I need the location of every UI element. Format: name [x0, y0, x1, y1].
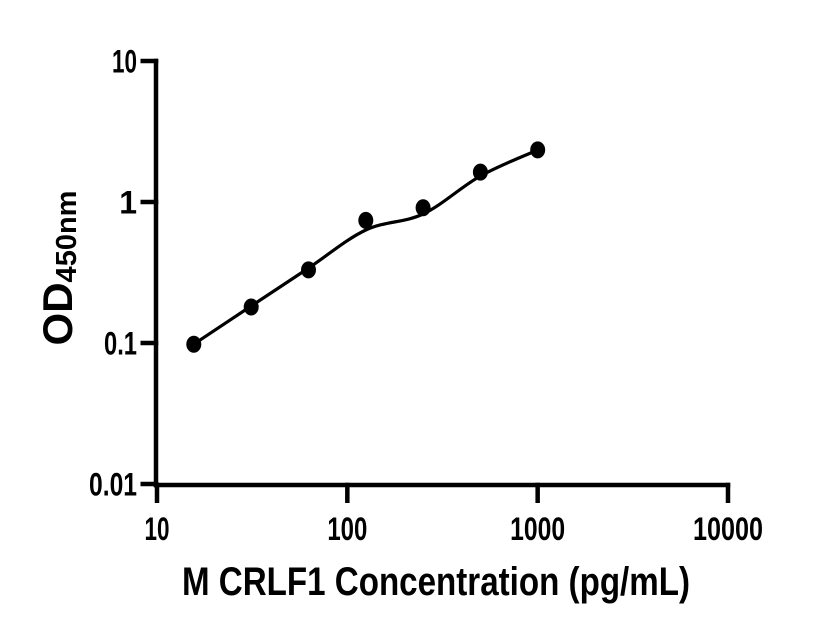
y-tick-label: 10 [112, 44, 137, 80]
y-axis-title-main: OD [34, 282, 81, 345]
data-point [530, 141, 546, 159]
y-axis-title-subscript: 450nm [51, 191, 83, 283]
y-tick-label: 0.01 [89, 467, 137, 503]
data-point [243, 298, 259, 316]
x-tick-label: 1000 [510, 511, 565, 547]
x-tick-label: 100 [327, 511, 367, 547]
data-point [301, 261, 316, 279]
x-tick-label: 10 [145, 511, 170, 547]
data-point [472, 163, 488, 181]
data-point [415, 199, 431, 217]
y-axis-title: OD450nm [34, 191, 83, 346]
trend-line [192, 148, 539, 346]
y-tick-label: 0.1 [104, 326, 137, 362]
x-axis-title: M CRLF1 Concentration (pg/mL) [182, 560, 690, 604]
y-tick-label: 1 [119, 185, 137, 221]
data-point [186, 335, 202, 353]
data-point [358, 211, 374, 229]
x-tick-label: 10000 [693, 511, 763, 547]
